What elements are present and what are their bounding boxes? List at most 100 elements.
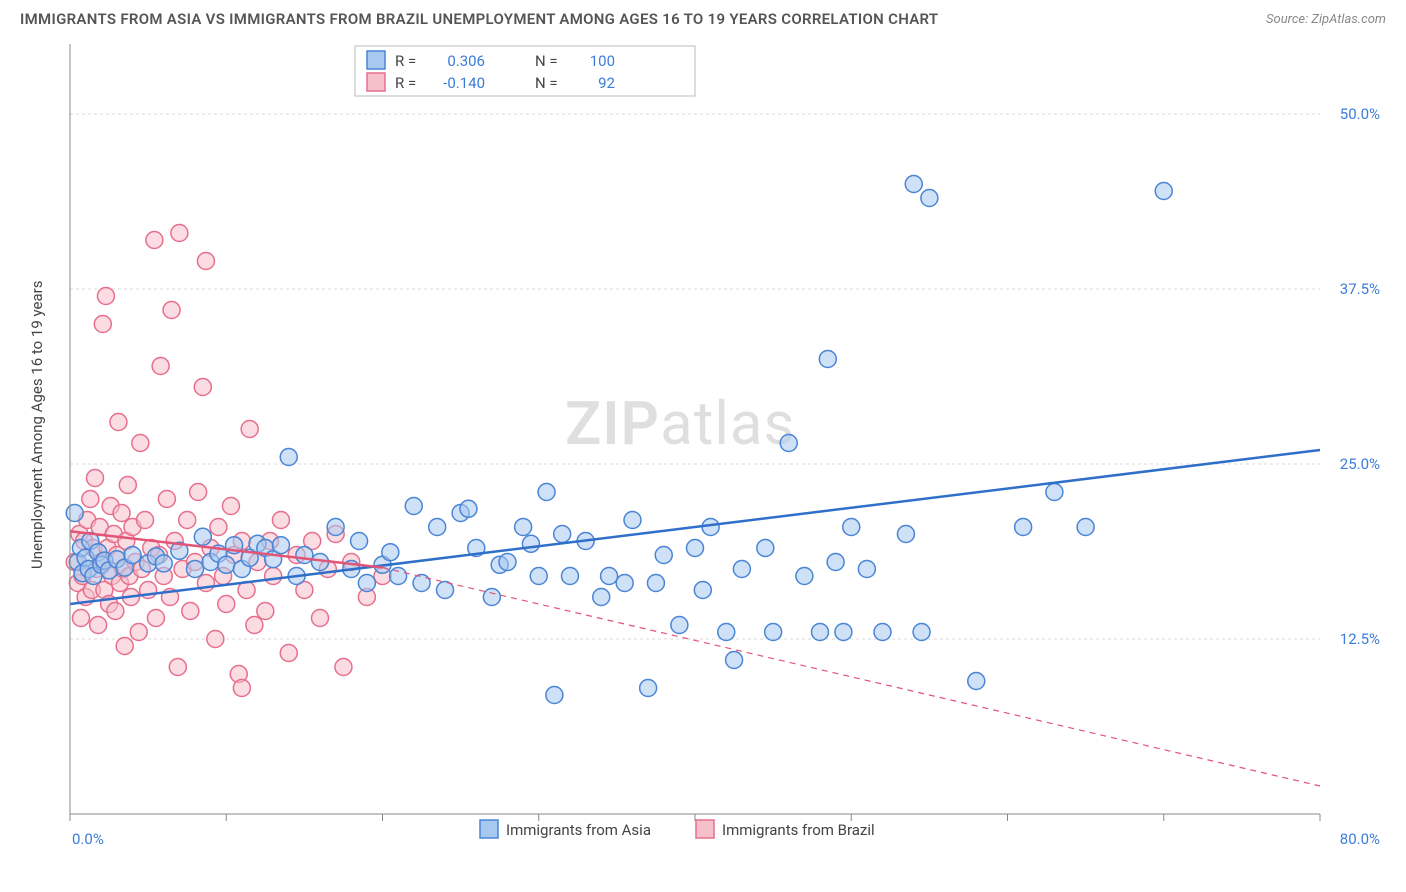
data-point [554, 526, 571, 543]
data-point [1015, 519, 1032, 536]
data-point [1077, 519, 1094, 536]
data-point [733, 561, 750, 578]
data-point [169, 659, 186, 676]
data-point [546, 687, 563, 704]
source-attribution: Source: ZipAtlas.com [1266, 12, 1386, 27]
data-point [312, 610, 329, 627]
data-point [241, 421, 258, 438]
data-point [327, 519, 344, 536]
data-point [280, 645, 297, 662]
scatter-chart-svg: 12.5%25.0%37.5%50.0%ZIPatlas0.0%80.0%Une… [20, 34, 1386, 854]
data-point [562, 568, 579, 585]
legend-swatch [367, 73, 385, 91]
data-point [246, 617, 263, 634]
data-point [218, 596, 235, 613]
data-point [499, 554, 516, 571]
data-point [812, 624, 829, 641]
chart-container: 12.5%25.0%37.5%50.0%ZIPatlas0.0%80.0%Une… [20, 34, 1386, 854]
data-point [280, 449, 297, 466]
data-point [757, 540, 774, 557]
chart-title: IMMIGRANTS FROM ASIA VS IMMIGRANTS FROM … [20, 10, 938, 28]
legend-n-value: 92 [598, 74, 615, 92]
data-point [765, 624, 782, 641]
data-point [90, 617, 107, 634]
data-point [152, 358, 169, 375]
data-point [296, 547, 313, 564]
data-point [694, 582, 711, 599]
data-point [163, 302, 180, 319]
data-point [351, 533, 368, 550]
legend-n-value: 100 [590, 52, 615, 70]
data-point [124, 547, 141, 564]
data-point [921, 190, 938, 207]
data-point [819, 351, 836, 368]
data-point [87, 470, 104, 487]
title-bar: IMMIGRANTS FROM ASIA VS IMMIGRANTS FROM … [0, 0, 1406, 34]
data-point [190, 484, 207, 501]
legend-r-label: R = [395, 74, 416, 92]
trend-line-extrapolated [383, 568, 1321, 786]
data-point [827, 554, 844, 571]
data-point [187, 561, 204, 578]
data-point [390, 568, 407, 585]
data-point [515, 519, 532, 536]
data-point [97, 288, 114, 305]
data-point [905, 176, 922, 193]
legend-r-label: R = [395, 52, 416, 70]
data-point [194, 528, 211, 545]
data-point [796, 568, 813, 585]
data-point [483, 589, 500, 606]
data-point [647, 575, 664, 592]
y-tick-label: 12.5% [1340, 630, 1380, 648]
y-axis-label: Unemployment Among Ages 16 to 19 years [28, 281, 46, 569]
data-point [116, 638, 133, 655]
data-point [335, 659, 352, 676]
data-point [171, 225, 188, 242]
legend-n-label: N = [535, 52, 558, 70]
data-point [272, 537, 289, 554]
data-point [72, 610, 89, 627]
data-point [640, 680, 657, 697]
watermark: ZIPatlas [565, 388, 796, 459]
data-point [222, 498, 239, 515]
data-point [94, 316, 111, 333]
data-point [405, 498, 422, 515]
data-point [210, 519, 227, 536]
data-point [182, 603, 199, 620]
data-point [382, 544, 399, 561]
data-point [671, 617, 688, 634]
data-point [179, 512, 196, 529]
data-point [130, 624, 147, 641]
data-point [257, 603, 274, 620]
bottom-legend-swatch [480, 820, 498, 838]
data-point [66, 505, 83, 522]
y-tick-label: 50.0% [1340, 105, 1380, 123]
data-point [593, 589, 610, 606]
data-point [119, 477, 136, 494]
data-point [780, 435, 797, 452]
y-tick-label: 25.0% [1340, 455, 1380, 473]
data-point [147, 610, 164, 627]
data-point [616, 575, 633, 592]
data-point [132, 435, 149, 452]
data-point [146, 232, 163, 249]
data-point [522, 535, 539, 552]
legend-swatch [367, 51, 385, 69]
data-point [968, 673, 985, 690]
data-point [1155, 183, 1172, 200]
data-point [655, 547, 672, 564]
data-point [107, 603, 124, 620]
data-point [158, 491, 175, 508]
data-point [460, 500, 477, 517]
data-point [233, 680, 250, 697]
data-point [843, 519, 860, 536]
data-point [413, 575, 430, 592]
y-tick-label: 37.5% [1340, 280, 1380, 298]
data-point [874, 624, 891, 641]
data-point [718, 624, 735, 641]
legend-r-value: -0.140 [443, 74, 485, 92]
legend-n-label: N = [535, 74, 558, 92]
data-point [358, 575, 375, 592]
data-point [624, 512, 641, 529]
data-point [1046, 484, 1063, 501]
